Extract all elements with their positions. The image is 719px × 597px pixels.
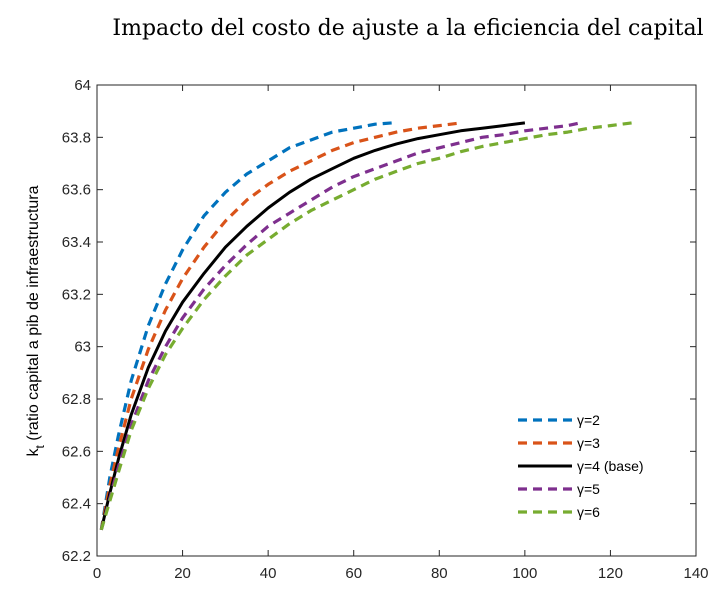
legend-label-1: γ=2	[577, 412, 600, 428]
y-axis-label-rest: (ratio capital a pib de infraestructura	[25, 185, 42, 445]
x-tick-label: 120	[598, 565, 623, 582]
y-axis-label-main: k	[25, 448, 42, 457]
series-layer	[99, 121, 633, 531]
legend-label-5: γ=6	[577, 504, 600, 520]
y-axis-label-sub: t	[33, 445, 47, 449]
x-tick-label: 40	[260, 565, 277, 582]
legend-label-2: γ=3	[577, 435, 600, 451]
legend-box	[508, 404, 668, 524]
chart-title: Impacto del costo de ajuste a la eficien…	[112, 16, 703, 41]
legend-label-3: γ=4 (base)	[577, 458, 644, 474]
legend-label-4: γ=5	[577, 481, 600, 497]
series-line-5	[99, 121, 633, 531]
x-tick-label: 20	[174, 565, 191, 582]
x-tick-label: 100	[512, 565, 537, 582]
y-tick-label: 63.6	[62, 182, 91, 199]
y-tick-label: 62.6	[62, 443, 91, 460]
y-tick-label: 62.2	[62, 548, 91, 565]
y-tick-label: 64	[74, 77, 91, 94]
x-tick-label: 140	[683, 565, 708, 582]
tick-layer: 0 20 40 60 80 100 120 140 62.2 62.4 62.6 62.8 63 63.2…	[62, 77, 709, 582]
legend: γ=2 γ=3 γ=4 (base) γ=5 γ=6	[508, 404, 668, 524]
y-tick-label: 62.4	[62, 496, 91, 513]
y-tick-label: 62.8	[62, 391, 91, 408]
y-tick-label: 63.2	[62, 286, 91, 303]
y-tick-label: 63.4	[62, 234, 91, 251]
series-line-4	[99, 121, 581, 531]
y-tick-label: 63	[74, 339, 91, 356]
y-tick-label: 63.8	[62, 129, 91, 146]
x-tick-label: 80	[431, 565, 448, 582]
x-tick-label: 60	[345, 565, 362, 582]
series-line-1	[99, 121, 393, 531]
series-line-3	[99, 121, 526, 531]
y-axis-label: kt (ratio capital a pib de infraestructu…	[25, 185, 47, 456]
series-line-2	[99, 121, 461, 531]
x-tick-label: 0	[93, 565, 101, 582]
